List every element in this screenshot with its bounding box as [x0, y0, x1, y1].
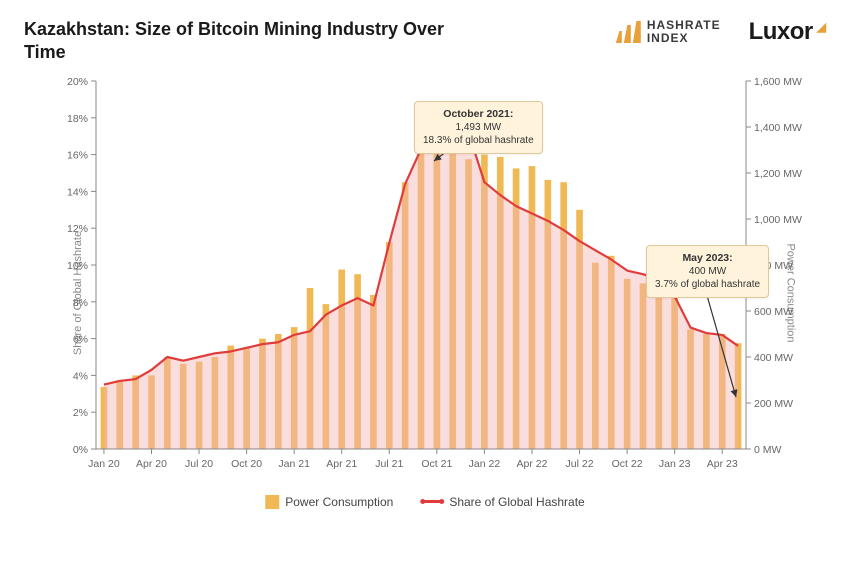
- svg-text:200 MW: 200 MW: [754, 398, 793, 410]
- svg-text:400 MW: 400 MW: [754, 352, 793, 364]
- callout-latest: May 2023: 400 MW 3.7% of global hashrate: [646, 245, 769, 298]
- svg-text:4%: 4%: [73, 370, 88, 382]
- svg-text:Jul 21: Jul 21: [375, 458, 403, 470]
- svg-text:Oct 21: Oct 21: [421, 458, 452, 470]
- svg-text:12%: 12%: [67, 223, 88, 235]
- svg-text:Jul 22: Jul 22: [566, 458, 594, 470]
- hashrate-icon: [616, 21, 641, 43]
- hashrate-index-logo: HASHRATE INDEX: [616, 19, 721, 45]
- svg-text:0 MW: 0 MW: [754, 444, 782, 456]
- svg-text:1,200 MW: 1,200 MW: [754, 168, 802, 180]
- svg-text:Apr 20: Apr 20: [136, 458, 167, 470]
- svg-text:16%: 16%: [67, 149, 88, 161]
- svg-text:20%: 20%: [67, 76, 88, 88]
- svg-text:14%: 14%: [67, 186, 88, 198]
- svg-text:1,600 MW: 1,600 MW: [754, 76, 802, 88]
- legend-power: Power Consumption: [265, 495, 393, 509]
- luxor-logo: Luxor ◢: [749, 18, 826, 46]
- svg-text:Jan 21: Jan 21: [278, 458, 310, 470]
- svg-text:18%: 18%: [67, 113, 88, 125]
- legend-bar-icon: [265, 495, 279, 509]
- svg-text:1,400 MW: 1,400 MW: [754, 122, 802, 134]
- svg-text:Jul 20: Jul 20: [185, 458, 213, 470]
- callout-peak: October 2021: 1,493 MW 18.3% of global h…: [414, 101, 543, 154]
- chart-title: Kazakhstan: Size of Bitcoin Mining Indus…: [24, 18, 464, 65]
- legend-line-icon: [421, 500, 443, 503]
- svg-text:Jan 20: Jan 20: [88, 458, 120, 470]
- svg-text:Jan 22: Jan 22: [469, 458, 501, 470]
- hashrate-logo-bottom: INDEX: [647, 32, 721, 45]
- svg-text:0%: 0%: [73, 444, 88, 456]
- luxor-mark-icon: ◢: [817, 20, 826, 34]
- legend-hashrate: Share of Global Hashrate: [421, 495, 584, 509]
- chart-legend: Power Consumption Share of Global Hashra…: [265, 495, 584, 509]
- svg-text:Apr 22: Apr 22: [517, 458, 548, 470]
- svg-text:Oct 22: Oct 22: [612, 458, 643, 470]
- svg-text:1,000 MW: 1,000 MW: [754, 214, 802, 226]
- svg-text:8%: 8%: [73, 297, 88, 309]
- svg-text:6%: 6%: [73, 333, 88, 345]
- svg-text:Apr 21: Apr 21: [326, 458, 357, 470]
- svg-text:2%: 2%: [73, 407, 88, 419]
- svg-text:Apr 23: Apr 23: [707, 458, 738, 470]
- svg-text:Oct 20: Oct 20: [231, 458, 262, 470]
- svg-text:10%: 10%: [67, 260, 88, 272]
- chart-area: Share of Global Hashrate Power Consumpti…: [24, 73, 826, 513]
- svg-text:600 MW: 600 MW: [754, 306, 793, 318]
- logo-group: HASHRATE INDEX Luxor ◢: [616, 18, 826, 46]
- svg-text:Jan 23: Jan 23: [659, 458, 691, 470]
